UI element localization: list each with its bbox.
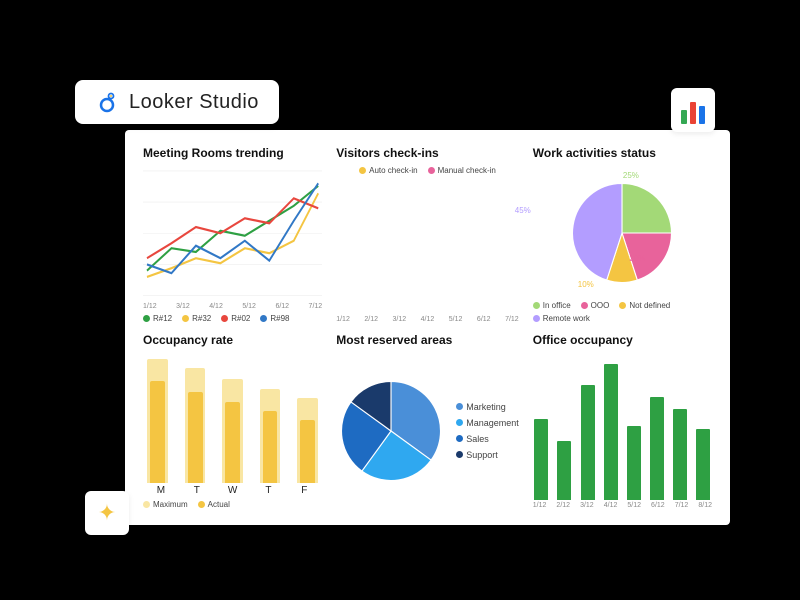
panel-visitors: Visitors check-ins Auto check-inManual c… [336, 146, 519, 323]
panel-title: Work activities status [533, 146, 712, 160]
panel-title: Visitors check-ins [336, 146, 519, 160]
legend: Auto check-inManual check-in [336, 166, 519, 175]
panel-occupancy-rate: Occupancy rate MTWTF MaximumActual [143, 333, 322, 510]
legend: In officeOOONot definedRemote work [533, 301, 712, 323]
pie-chart: 25%20%10%45% [533, 166, 712, 301]
panel-title: Occupancy rate [143, 333, 322, 347]
grouped-bar-chart [336, 179, 519, 314]
looker-studio-icon [95, 90, 119, 114]
panel-title: Most reserved areas [336, 333, 519, 347]
legend: MarketingManagementSalesSupport [456, 402, 519, 460]
dashboard: Meeting Rooms trending 1/123/124/125/126… [125, 130, 730, 525]
line-chart [143, 166, 322, 301]
sparkle-icon: ✦ [85, 491, 129, 535]
overlay-bar-chart [143, 353, 322, 484]
bar-chart [533, 353, 712, 501]
panel-reserved-areas: Most reserved areas MarketingManagementS… [336, 333, 519, 510]
x-axis: MTWTF [143, 485, 322, 496]
panel-office-occupancy: Office occupancy 1/122/123/124/125/126/1… [533, 333, 712, 510]
panel-meeting-rooms: Meeting Rooms trending 1/123/124/125/126… [143, 146, 322, 323]
legend: MaximumActual [143, 500, 322, 509]
x-axis: 1/122/123/124/125/126/127/12 [336, 316, 519, 323]
legend: R#12R#32R#02R#98 [143, 314, 322, 323]
logo-card: Looker Studio [75, 80, 279, 124]
panel-work-status: Work activities status 25%20%10%45% In o… [533, 146, 712, 323]
logo-text: Looker Studio [129, 91, 259, 114]
x-axis: 1/122/123/124/125/126/127/128/12 [533, 502, 712, 509]
mini-chart-icon [671, 88, 715, 132]
pie-chart: MarketingManagementSalesSupport [336, 353, 519, 510]
panel-title: Office occupancy [533, 333, 712, 347]
panel-title: Meeting Rooms trending [143, 146, 322, 160]
